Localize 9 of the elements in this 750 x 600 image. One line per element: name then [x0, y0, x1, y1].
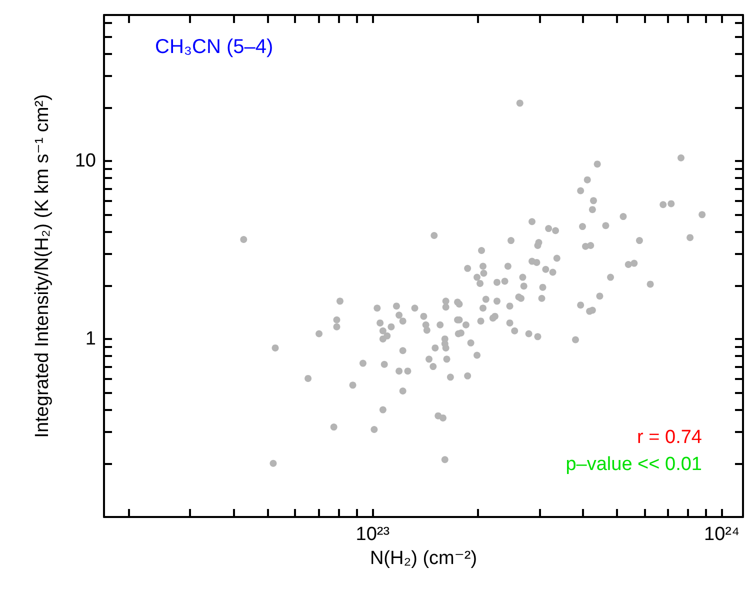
y-tick-label: 10	[74, 150, 96, 172]
x-axis-title: N(H₂) (cm⁻²)	[370, 548, 478, 569]
x-tick-label: 10²³	[356, 524, 390, 545]
annotation: p–value << 0.01	[566, 454, 702, 475]
y-tick-label: 1	[85, 328, 96, 350]
y-axis-title: Integrated Intensity/N(H₂) (K km s⁻¹ cm²)	[32, 94, 53, 438]
text: CH₃CN (5–4)	[155, 36, 274, 58]
x-tick-label: 10²⁴	[704, 524, 740, 545]
annotation: r = 0.74	[637, 427, 702, 448]
